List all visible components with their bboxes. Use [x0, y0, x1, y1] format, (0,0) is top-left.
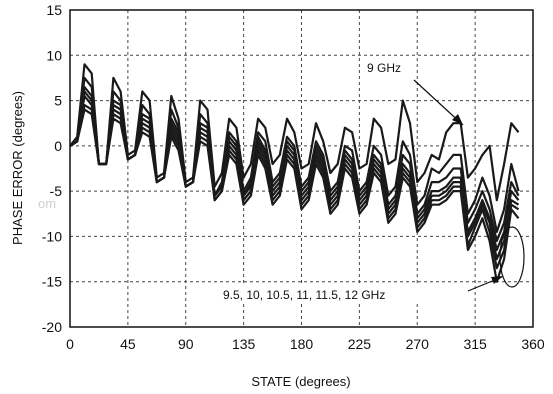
- annotation-multi-ghz: 9.5, 10, 10.5, 11, 11.5, 12 GHz: [223, 288, 385, 302]
- y-tick-label: 15: [46, 2, 62, 18]
- series-line-3: [69, 90, 520, 252]
- annotation-group: 9 GHz 9.5, 10, 10.5, 11, 11.5, 12 GHz: [218, 61, 525, 302]
- x-tick-label: 360: [521, 336, 545, 352]
- x-axis-label: STATE (degrees): [251, 374, 350, 389]
- arrowhead-multi-ghz: [491, 276, 503, 284]
- y-tick-label: -5: [50, 183, 63, 199]
- y-tick-label: -15: [42, 274, 62, 290]
- series-line-0: [69, 63, 520, 202]
- x-tick-label: 135: [232, 336, 256, 352]
- series-line-6: [69, 108, 520, 283]
- ghz-cluster-ellipse: [499, 226, 525, 288]
- x-tick-label: 45: [120, 336, 136, 352]
- y-tick-label: 5: [54, 93, 62, 109]
- arrowhead-9ghz: [452, 114, 463, 125]
- x-tick-label: 0: [66, 336, 74, 352]
- tick-labels: 0 45 90 135 180 225 270 315 360 -20 -15 -10 -5 0 5 10 15: [42, 2, 545, 352]
- plot-frame: [69, 9, 534, 328]
- y-axis-label: PHASE ERROR (degrees): [10, 91, 25, 245]
- series-line-1: [69, 76, 520, 233]
- series-group: [69, 63, 520, 283]
- x-tick-label: 180: [290, 336, 314, 352]
- series-line-5: [69, 103, 520, 270]
- y-tick-label: 10: [46, 47, 62, 63]
- y-tick-label: -10: [42, 228, 62, 244]
- x-tick-label: 315: [463, 336, 487, 352]
- x-tick-label: 225: [348, 336, 372, 352]
- y-tick-label: -20: [42, 319, 62, 335]
- annotation-9ghz: 9 GHz: [367, 61, 401, 75]
- series-line-4: [69, 94, 520, 261]
- y-tick-label: 0: [54, 138, 62, 154]
- x-tick-label: 90: [178, 336, 194, 352]
- x-tick-label: 270: [406, 336, 430, 352]
- watermark-text: om: [38, 196, 56, 211]
- annotation-label-bg: [218, 286, 468, 302]
- series-line-2: [69, 85, 520, 243]
